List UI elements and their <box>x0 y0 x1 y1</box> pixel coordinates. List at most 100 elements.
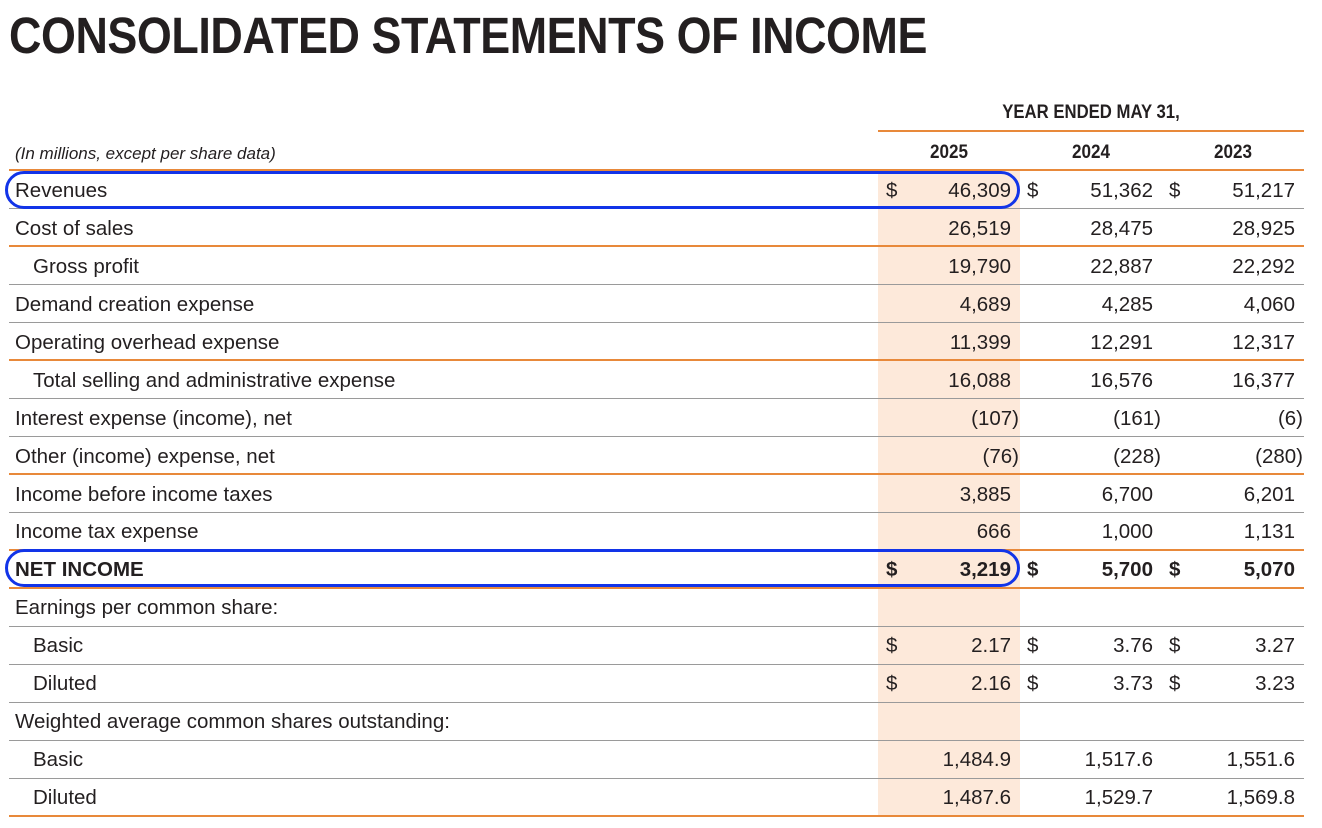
units-caption: (In millions, except per share data) <box>15 144 276 163</box>
value-2024: 28,475 <box>1090 217 1153 240</box>
value-2024: 51,362 <box>1090 179 1153 202</box>
value-2025: 11,399 <box>949 331 1011 354</box>
subtotal-rule <box>9 359 1304 361</box>
row-label: Revenues <box>15 179 108 202</box>
row-label: Diluted <box>33 672 97 695</box>
value-2025: 46,309 <box>948 179 1011 202</box>
row-label: Basic <box>33 634 84 657</box>
row-label: Total selling and administrative expense <box>33 369 396 392</box>
value-2023: 3.27 <box>1255 634 1295 657</box>
row-label: Income tax expense <box>15 520 199 543</box>
value-2024: 1,000 <box>1101 520 1153 543</box>
value-2023: (280) <box>1255 445 1303 468</box>
row-label: NET INCOME <box>15 558 144 581</box>
value-2024: (228) <box>1113 445 1161 468</box>
value-2023: 16,377 <box>1232 369 1295 392</box>
value-2023: 3.23 <box>1255 672 1295 695</box>
value-2025: (107) <box>971 407 1019 430</box>
table-row-demand-creation: Demand creation expense 4,689 4,285 4,06… <box>0 286 1322 323</box>
currency-symbol: $ <box>886 179 898 202</box>
value-2023: 5,070 <box>1243 558 1295 581</box>
row-label: Cost of sales <box>15 217 134 240</box>
row-label: Income before income taxes <box>15 483 273 506</box>
value-2025: 3,219 <box>959 558 1011 581</box>
table-row-shares-diluted: Diluted 1,487.6 1,529.7 1,569.8 <box>0 779 1322 816</box>
table-section-eps: Earnings per common share: <box>0 589 1322 626</box>
row-divider <box>9 512 1304 513</box>
table-row-other-expense: Other (income) expense, net (76) (228) (… <box>0 438 1322 475</box>
value-2024: 1,517.6 <box>1084 748 1153 771</box>
value-2023: 1,551.6 <box>1226 748 1295 771</box>
value-2023: 4,060 <box>1243 293 1295 316</box>
currency-symbol: $ <box>1027 634 1039 657</box>
value-2024: 3.73 <box>1113 672 1153 695</box>
value-2024: 12,291 <box>1090 331 1153 354</box>
value-2025: 666 <box>976 520 1011 543</box>
value-2024: 4,285 <box>1101 293 1153 316</box>
currency-symbol: $ <box>1027 558 1039 581</box>
table-row-gross-profit: Gross profit 19,790 22,887 22,292 <box>0 248 1322 285</box>
value-2025: 16,088 <box>948 369 1011 392</box>
table-section-shares-outstanding: Weighted average common shares outstandi… <box>0 703 1322 740</box>
table-row-eps-diluted: Diluted $ 2.16 $ 3.73 $ 3.23 <box>0 665 1322 702</box>
currency-symbol: $ <box>1027 672 1039 695</box>
subtotal-rule <box>9 587 1304 589</box>
row-label: Other (income) expense, net <box>15 445 275 468</box>
value-2025: 3,885 <box>959 483 1011 506</box>
current-year-highlight-band <box>878 171 1020 815</box>
value-2024: 16,576 <box>1090 369 1153 392</box>
row-label: Gross profit <box>33 255 139 278</box>
page-title: CONSOLIDATED STATEMENTS OF INCOME <box>9 7 927 64</box>
period-header: YEAR ENDED MAY 31, <box>1002 102 1180 123</box>
currency-symbol: $ <box>886 672 898 695</box>
table-row-total-sga: Total selling and administrative expense… <box>0 362 1322 399</box>
value-2025: 2.16 <box>971 672 1011 695</box>
row-label: Demand creation expense <box>15 293 255 316</box>
value-2025: 1,484.9 <box>942 748 1011 771</box>
currency-symbol: $ <box>886 558 898 581</box>
subtotal-rule <box>9 473 1304 475</box>
year-header-2023: 2023 <box>1213 142 1253 163</box>
value-2023: 51,217 <box>1232 179 1295 202</box>
row-divider <box>9 398 1304 399</box>
table-row-eps-basic: Basic $ 2.17 $ 3.76 $ 3.27 <box>0 627 1322 664</box>
value-2025: 2.17 <box>971 634 1011 657</box>
value-2025: 4,689 <box>959 293 1011 316</box>
table-bottom-rule <box>9 815 1304 817</box>
currency-symbol: $ <box>1169 634 1181 657</box>
currency-symbol: $ <box>1027 179 1039 202</box>
row-label: Basic <box>33 748 84 771</box>
value-2025: (76) <box>982 445 1019 468</box>
value-2023: 1,131 <box>1243 520 1295 543</box>
header-rule <box>9 169 1304 171</box>
value-2023: 28,925 <box>1232 217 1295 240</box>
currency-symbol: $ <box>1169 179 1181 202</box>
value-2024: 22,887 <box>1090 255 1153 278</box>
row-divider <box>9 664 1304 665</box>
row-divider <box>9 778 1304 779</box>
year-header-2025: 2025 <box>929 142 969 163</box>
year-header-2024: 2024 <box>1071 142 1111 163</box>
section-label: Earnings per common share: <box>15 596 279 619</box>
value-2024: (161) <box>1113 407 1161 430</box>
row-divider <box>9 436 1304 437</box>
row-label: Interest expense (income), net <box>15 407 292 430</box>
row-label: Diluted <box>33 786 97 809</box>
value-2024: 1,529.7 <box>1084 786 1153 809</box>
value-2023: 1,569.8 <box>1226 786 1295 809</box>
row-label: Operating overhead expense <box>15 331 280 354</box>
value-2024: 5,700 <box>1101 558 1153 581</box>
value-2023: 22,292 <box>1232 255 1295 278</box>
value-2023: 6,201 <box>1243 483 1295 506</box>
value-2025: 1,487.6 <box>942 786 1011 809</box>
currency-symbol: $ <box>886 634 898 657</box>
table-row-cost-of-sales: Cost of sales 26,519 28,475 28,925 <box>0 210 1322 247</box>
row-divider <box>9 284 1304 285</box>
section-label: Weighted average common shares outstandi… <box>15 710 450 733</box>
value-2024: 3.76 <box>1113 634 1153 657</box>
table-row-income-tax: Income tax expense 666 1,000 1,131 <box>0 513 1322 550</box>
value-2025: 26,519 <box>948 217 1011 240</box>
row-divider <box>9 322 1304 323</box>
row-divider <box>9 626 1304 627</box>
value-2023: 12,317 <box>1232 331 1295 354</box>
